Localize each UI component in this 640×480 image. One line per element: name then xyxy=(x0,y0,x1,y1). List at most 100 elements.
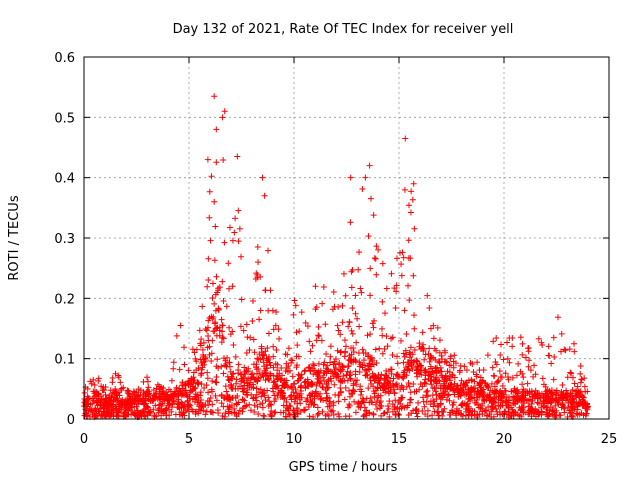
data-point xyxy=(560,395,567,402)
data-point xyxy=(388,366,395,373)
data-point xyxy=(399,374,406,381)
data-point xyxy=(238,371,245,378)
data-point xyxy=(231,405,238,412)
data-point xyxy=(384,343,391,350)
data-point xyxy=(510,396,517,403)
data-point xyxy=(400,359,407,366)
data-point xyxy=(392,304,399,311)
data-point xyxy=(347,219,354,226)
data-point xyxy=(417,362,424,369)
data-point xyxy=(252,394,259,401)
data-point xyxy=(145,384,152,391)
data-point xyxy=(401,186,408,193)
data-point xyxy=(324,394,331,401)
data-point xyxy=(315,324,322,331)
data-point xyxy=(583,410,590,417)
data-point xyxy=(278,387,285,394)
data-point xyxy=(473,373,480,380)
data-point xyxy=(181,361,188,368)
data-point xyxy=(256,316,263,323)
data-point xyxy=(402,135,409,142)
data-point xyxy=(551,354,558,361)
data-point xyxy=(342,292,349,299)
data-point xyxy=(313,304,320,311)
data-point xyxy=(504,355,511,362)
data-point xyxy=(226,224,233,231)
data-point xyxy=(423,392,430,399)
data-point xyxy=(426,358,433,365)
data-point xyxy=(353,339,360,346)
data-point xyxy=(135,386,142,393)
data-point xyxy=(83,411,90,418)
data-point xyxy=(224,392,231,399)
x-axis-label: GPS time / hours xyxy=(289,460,398,475)
data-point xyxy=(156,388,163,395)
data-point xyxy=(257,386,264,393)
data-point xyxy=(132,397,139,404)
data-point xyxy=(455,407,462,414)
data-point xyxy=(552,402,559,409)
data-point xyxy=(525,411,532,418)
data-point xyxy=(442,358,449,365)
data-point xyxy=(424,393,431,400)
data-point xyxy=(191,349,198,356)
data-point xyxy=(433,378,440,385)
data-point xyxy=(369,399,376,406)
data-point xyxy=(375,246,382,253)
data-point xyxy=(363,395,370,402)
data-point xyxy=(325,412,332,419)
data-point xyxy=(484,384,491,391)
data-point xyxy=(241,385,248,392)
data-point xyxy=(270,372,277,379)
data-point xyxy=(358,388,365,395)
data-point xyxy=(383,285,390,292)
data-point xyxy=(264,364,271,371)
data-point xyxy=(242,403,249,410)
data-point xyxy=(302,384,309,391)
data-point xyxy=(410,407,417,414)
data-point xyxy=(205,317,212,324)
data-point xyxy=(220,157,227,164)
data-point xyxy=(230,341,237,348)
data-point xyxy=(334,372,341,379)
data-point xyxy=(308,381,315,388)
data-point xyxy=(283,377,290,384)
data-point xyxy=(213,273,220,280)
data-point xyxy=(260,351,267,358)
data-point xyxy=(211,300,218,307)
data-point xyxy=(504,402,511,409)
data-point xyxy=(405,255,412,262)
data-point xyxy=(237,323,244,330)
data-point xyxy=(406,396,413,403)
data-point xyxy=(371,393,378,400)
data-point xyxy=(95,377,102,384)
data-point xyxy=(311,393,318,400)
data-point xyxy=(140,408,147,415)
data-point xyxy=(117,379,124,386)
data-point xyxy=(104,402,111,409)
data-point xyxy=(259,352,266,359)
data-point xyxy=(425,350,432,357)
data-point xyxy=(292,302,299,309)
data-point xyxy=(415,399,422,406)
data-point xyxy=(433,384,440,391)
data-point xyxy=(354,377,361,384)
data-point xyxy=(250,384,257,391)
data-point xyxy=(189,408,196,415)
data-point xyxy=(357,361,364,368)
data-point xyxy=(480,395,487,402)
data-point xyxy=(151,393,158,400)
data-point xyxy=(344,368,351,375)
data-point xyxy=(284,384,291,391)
data-point xyxy=(98,396,105,403)
data-point xyxy=(320,284,327,291)
y-axis-label: ROTI / TECUs xyxy=(7,195,22,280)
data-point xyxy=(357,383,364,390)
data-point xyxy=(389,408,396,415)
data-point xyxy=(176,366,183,373)
data-point xyxy=(206,214,213,221)
data-point xyxy=(509,343,516,350)
data-point xyxy=(360,399,367,406)
data-point xyxy=(467,359,474,366)
data-point xyxy=(394,372,401,379)
